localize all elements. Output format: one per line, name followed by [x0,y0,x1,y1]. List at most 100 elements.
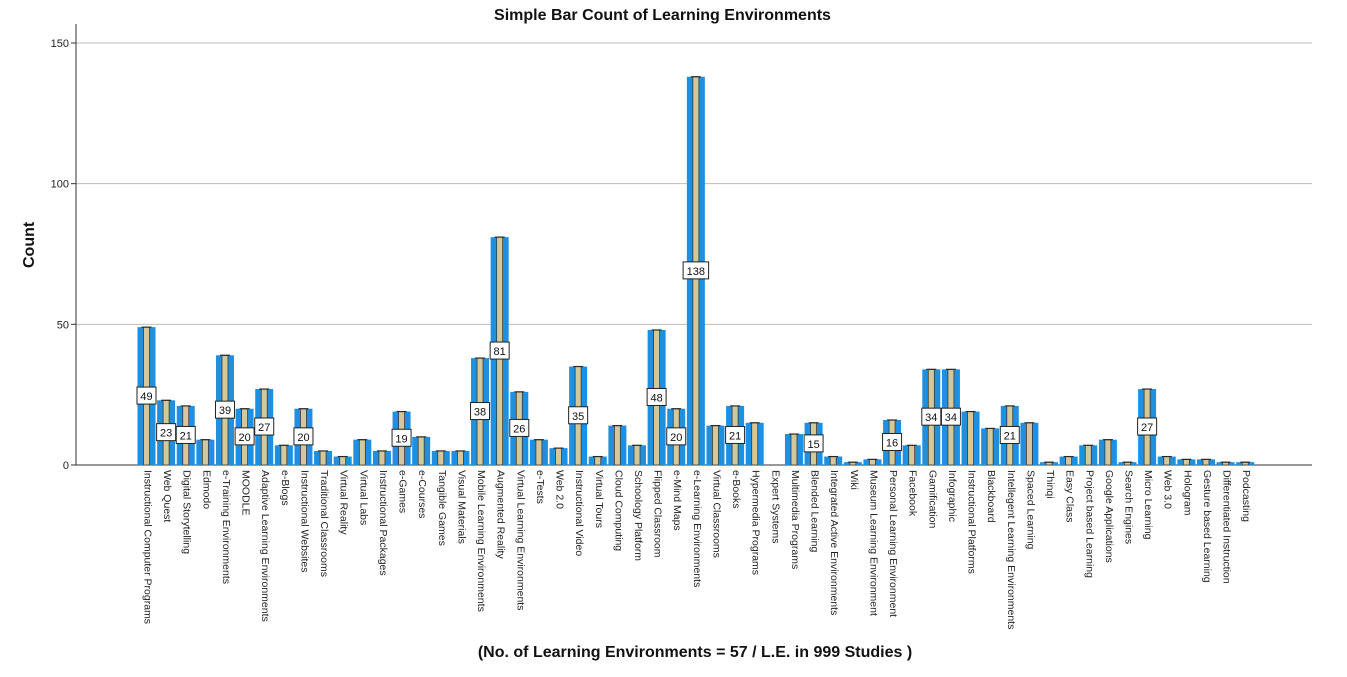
x-tick-label-web-quest: Web Quest [161,470,173,522]
x-tick-label-tangible-games: Tangible Games [436,470,448,546]
x-tick-label-instructional-platforms: Instructional Platforms [966,470,978,574]
x-tick-label-virtual-classrooms: Virtual Classrooms [710,470,722,558]
data-label-e-mind-maps: 20 [670,432,682,444]
x-tick-label-e-courses: e-Courses [416,470,428,518]
data-label-box-virtual-learning-environments [509,418,530,437]
bar-core-facebook [908,444,916,466]
x-axis-caption: (No. of Learning Environments = 57 / L.E… [477,644,913,661]
x-tick-label-augmented-reality: Augmented Reality [495,470,507,559]
data-label-box-e-books [725,425,746,444]
data-label-box-personal-learning-environment [882,432,903,451]
data-label-box-blended-learning [803,434,824,453]
y-tick-label-100: 100 [51,179,69,191]
x-tick-label-instructional-video: Instructional Video [573,470,585,556]
x-tick-label-podcasting: Podcasting [1240,470,1252,522]
bar-core-virtual-classrooms [712,425,719,466]
data-label-digital-storytelling: 21 [180,430,192,442]
bar-core-hologram [1182,458,1190,466]
x-tick-label-intellegent-learning-environments: Intellegent Learning Environments [1005,470,1017,629]
x-tick-label-virtual-labs: Virtual Labs [357,470,369,525]
bar-core-spaced-learning [1026,422,1033,466]
bar-core-tangible-games [437,450,445,466]
bar-core-instructional-packages [378,450,386,466]
data-label-box-e-games [391,428,412,447]
data-label-gamification: 34 [925,412,937,424]
x-tick-label-gesture-based-learning: Gesture based Learning [1201,470,1213,583]
data-label-blended-learning: 15 [807,439,819,451]
x-tick-label-easy-class: Easy Class [1064,470,1076,523]
data-label-box-instructional-computer-programs [136,386,157,405]
x-tick-label-instructional-packages: Instructional Packages [377,470,389,576]
x-tick-label-e-learning-environments: e-Learning Environments [691,470,703,587]
data-label-box-flipped-classroom [646,387,667,406]
x-tick-label-traditional-classrooms: Traditional Classrooms [318,470,330,577]
bar-core-visual-materials [457,450,464,466]
x-tick-label-virtual-tours: Virtual Tours [593,470,605,528]
data-label-instructional-websites: 20 [297,432,309,444]
x-tick-label-e-blogs: e-Blogs [279,470,291,506]
bar-core-gesture-based-learning [1202,458,1210,466]
x-tick-label-digital-storytelling: Digital Storytelling [181,470,193,554]
x-tick-label-integrated-active-environments: Integrated Active Environments [828,470,840,615]
x-tick-label-infographic: Infographic [946,470,958,522]
x-tick-label-thinqi: Thinqi [1044,470,1056,499]
data-label-box-digital-storytelling [175,425,196,444]
x-tick-label-e-books: e-Books [730,470,742,509]
y-tick-label-0: 0 [63,460,69,472]
x-tick-label-museum-learning-environment: Museum Learning Environment [867,470,879,616]
x-tick-label-micro-learning: Micro Learning [1142,470,1154,540]
x-tick-label-virtual-reality: Virtual Reality [338,470,350,535]
data-label-micro-learning: 27 [1141,422,1153,434]
x-tick-label-web-3-0: Web 3.0 [1162,470,1174,509]
data-label-e-learning-environments: 138 [687,266,705,278]
x-tick-label-schoology-platform: Schoology Platform [632,470,644,561]
data-label-augmented-reality: 81 [494,346,506,358]
x-tick-label-moodle: MOODLE [240,470,252,516]
data-label-personal-learning-environment: 16 [886,437,898,449]
x-tick-label-e-mind-maps: e-Mind Maps [671,470,683,531]
x-tick-label-hologram: Hologram [1181,470,1193,516]
x-tick-label-flipped-classroom: Flipped Classroom [652,470,664,558]
x-tick-label-instructional-websites: Instructional Websites [298,470,310,573]
data-label-box-instructional-websites [293,427,314,446]
x-tick-label-e-tests: e-Tests [534,470,546,504]
x-tick-label-cloud-computing: Cloud Computing [612,470,624,551]
data-label-instructional-video: 35 [572,411,584,423]
x-tick-label-e-games: e-Games [397,470,409,513]
y-tick-label-150: 150 [51,38,69,50]
bar-core-instructional-platforms [967,411,974,466]
x-tick-label-mobile-learning-environments: Mobile Learning Environments [475,470,487,612]
data-label-web-quest: 23 [160,428,172,440]
x-tick-label-blended-learning: Blended Learning [809,470,821,552]
data-label-flipped-classroom: 48 [650,392,662,404]
x-tick-label-virtual-learning-environments: Virtual Learning Environments [514,470,526,610]
data-label-box-mobile-learning-environments [470,402,491,421]
data-label-box-gamification [921,407,942,426]
x-tick-label-visual-materials: Visual Materials [455,470,467,544]
x-tick-label-e-training-environments: e-Training Environments [220,470,232,584]
data-label-box-micro-learning [1137,417,1158,436]
bar-core-integrated-active-environments [829,456,837,466]
data-label-box-instructional-video [568,406,589,425]
x-tick-label-blackboard: Blackboard [985,470,997,523]
x-tick-label-edmodo: Edmodo [200,470,212,509]
data-label-box-adaptive-learning-environments [254,417,275,436]
x-tick-label-adaptive-learning-environments: Adaptive Learning Environments [259,470,271,622]
bar-core-e-courses [417,436,425,466]
x-tick-label-personal-learning-environment: Personal Learning Environment [887,470,899,617]
data-label-box-web-quest [156,423,177,442]
bar-core-traditional-classrooms [319,450,327,466]
bar-core-web-3-0 [1163,456,1171,466]
data-label-box-e-training-environments [214,400,235,419]
x-tick-label-google-applications: Google Applications [1103,470,1115,563]
data-label-infographic: 34 [945,412,957,424]
data-label-adaptive-learning-environments: 27 [258,422,270,434]
bar-core-museum-learning-environment [869,458,876,466]
data-label-box-e-mind-maps [666,427,687,446]
x-tick-label-differentiated-instruction: Differentiated Instruction [1221,470,1233,584]
bar-core-e-blogs [280,444,288,466]
data-label-instructional-computer-programs: 49 [140,391,152,403]
x-tick-label-wiki: Wiki [848,470,860,490]
bar-core-hypermedia-programs [751,422,759,466]
